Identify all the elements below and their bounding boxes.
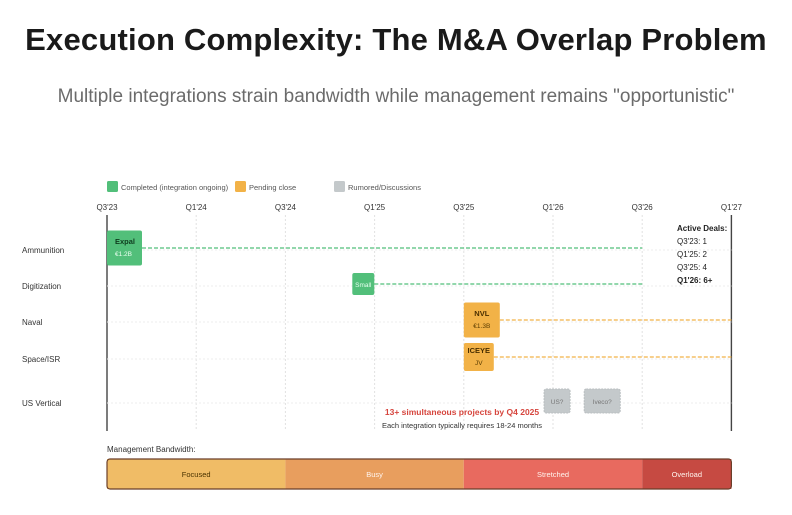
bandwidth-segment: [285, 459, 464, 489]
deal-chip: [463, 343, 494, 371]
deal-value: €1.2B: [115, 251, 132, 258]
active-deals-item: Q3'23: 1: [677, 237, 708, 246]
legend-swatch-pending: [235, 181, 246, 192]
x-tick-label: Q3'25: [453, 203, 475, 212]
x-tick-label: Q1'27: [721, 203, 743, 212]
x-tick-label: Q1'25: [364, 203, 386, 212]
bandwidth-segment-label: Stretched: [537, 470, 569, 479]
deal-chip: [463, 302, 500, 338]
annotation-sub: Each integration typically requires 18-2…: [382, 421, 542, 430]
legend-label-rumored: Rumored/Discussions: [348, 183, 421, 192]
legend-swatch-rumored: [334, 181, 345, 192]
bandwidth-label: Management Bandwidth:: [107, 445, 196, 454]
x-tick-label: Q1'24: [186, 203, 208, 212]
row-label: Digitization: [22, 282, 61, 291]
legend-label-pending: Pending close: [249, 183, 296, 192]
deal-chip: [543, 388, 571, 414]
active-deals-title: Active Deals:: [677, 224, 727, 233]
bandwidth-border: [106, 458, 733, 490]
deal-name: Iveco?: [593, 399, 613, 406]
bandwidth-segment: [463, 459, 643, 489]
legend-label-completed: Completed (integration ongoing): [121, 183, 229, 192]
row-label: Naval: [22, 318, 43, 327]
x-tick-label: Q3'23: [96, 203, 118, 212]
deal-value: JV: [475, 360, 483, 367]
row-label: US Vertical: [22, 399, 62, 408]
active-deals-item: Q1'25: 2: [677, 250, 708, 259]
deal-name: NVL: [474, 309, 489, 318]
x-tick-label: Q3'24: [275, 203, 297, 212]
x-tick-label: Q1'26: [542, 203, 564, 212]
annotation-main: 13+ simultaneous projects by Q4 2025: [385, 407, 540, 417]
deal-chip: [583, 388, 621, 414]
deal-name: ICEYE: [468, 346, 491, 355]
deal-name: US?: [551, 399, 564, 406]
row-label: Space/ISR: [22, 355, 60, 364]
bandwidth-segment-label: Focused: [182, 470, 211, 479]
bandwidth-segment-label: Overload: [672, 470, 702, 479]
deal-name: Small: [355, 282, 372, 289]
bandwidth-segment: [107, 459, 286, 489]
bandwidth-segment: [642, 459, 732, 489]
page-subtitle: Multiple integrations strain bandwidth w…: [57, 86, 735, 107]
x-tick-label: Q3'26: [632, 203, 654, 212]
deal-name: Expal: [115, 237, 135, 246]
active-deals-item: Q1'26: 6+: [677, 276, 713, 285]
deal-chip: [352, 273, 375, 295]
deal-value: €1.3B: [473, 323, 490, 330]
active-deals-item: Q3'25: 4: [677, 263, 708, 272]
bandwidth-segment-label: Busy: [366, 470, 383, 479]
page-title: Execution Complexity: The M&A Overlap Pr…: [25, 22, 767, 57]
legend-swatch-completed: [107, 181, 118, 192]
deal-chip: [107, 230, 142, 266]
row-label: Ammunition: [22, 246, 64, 255]
